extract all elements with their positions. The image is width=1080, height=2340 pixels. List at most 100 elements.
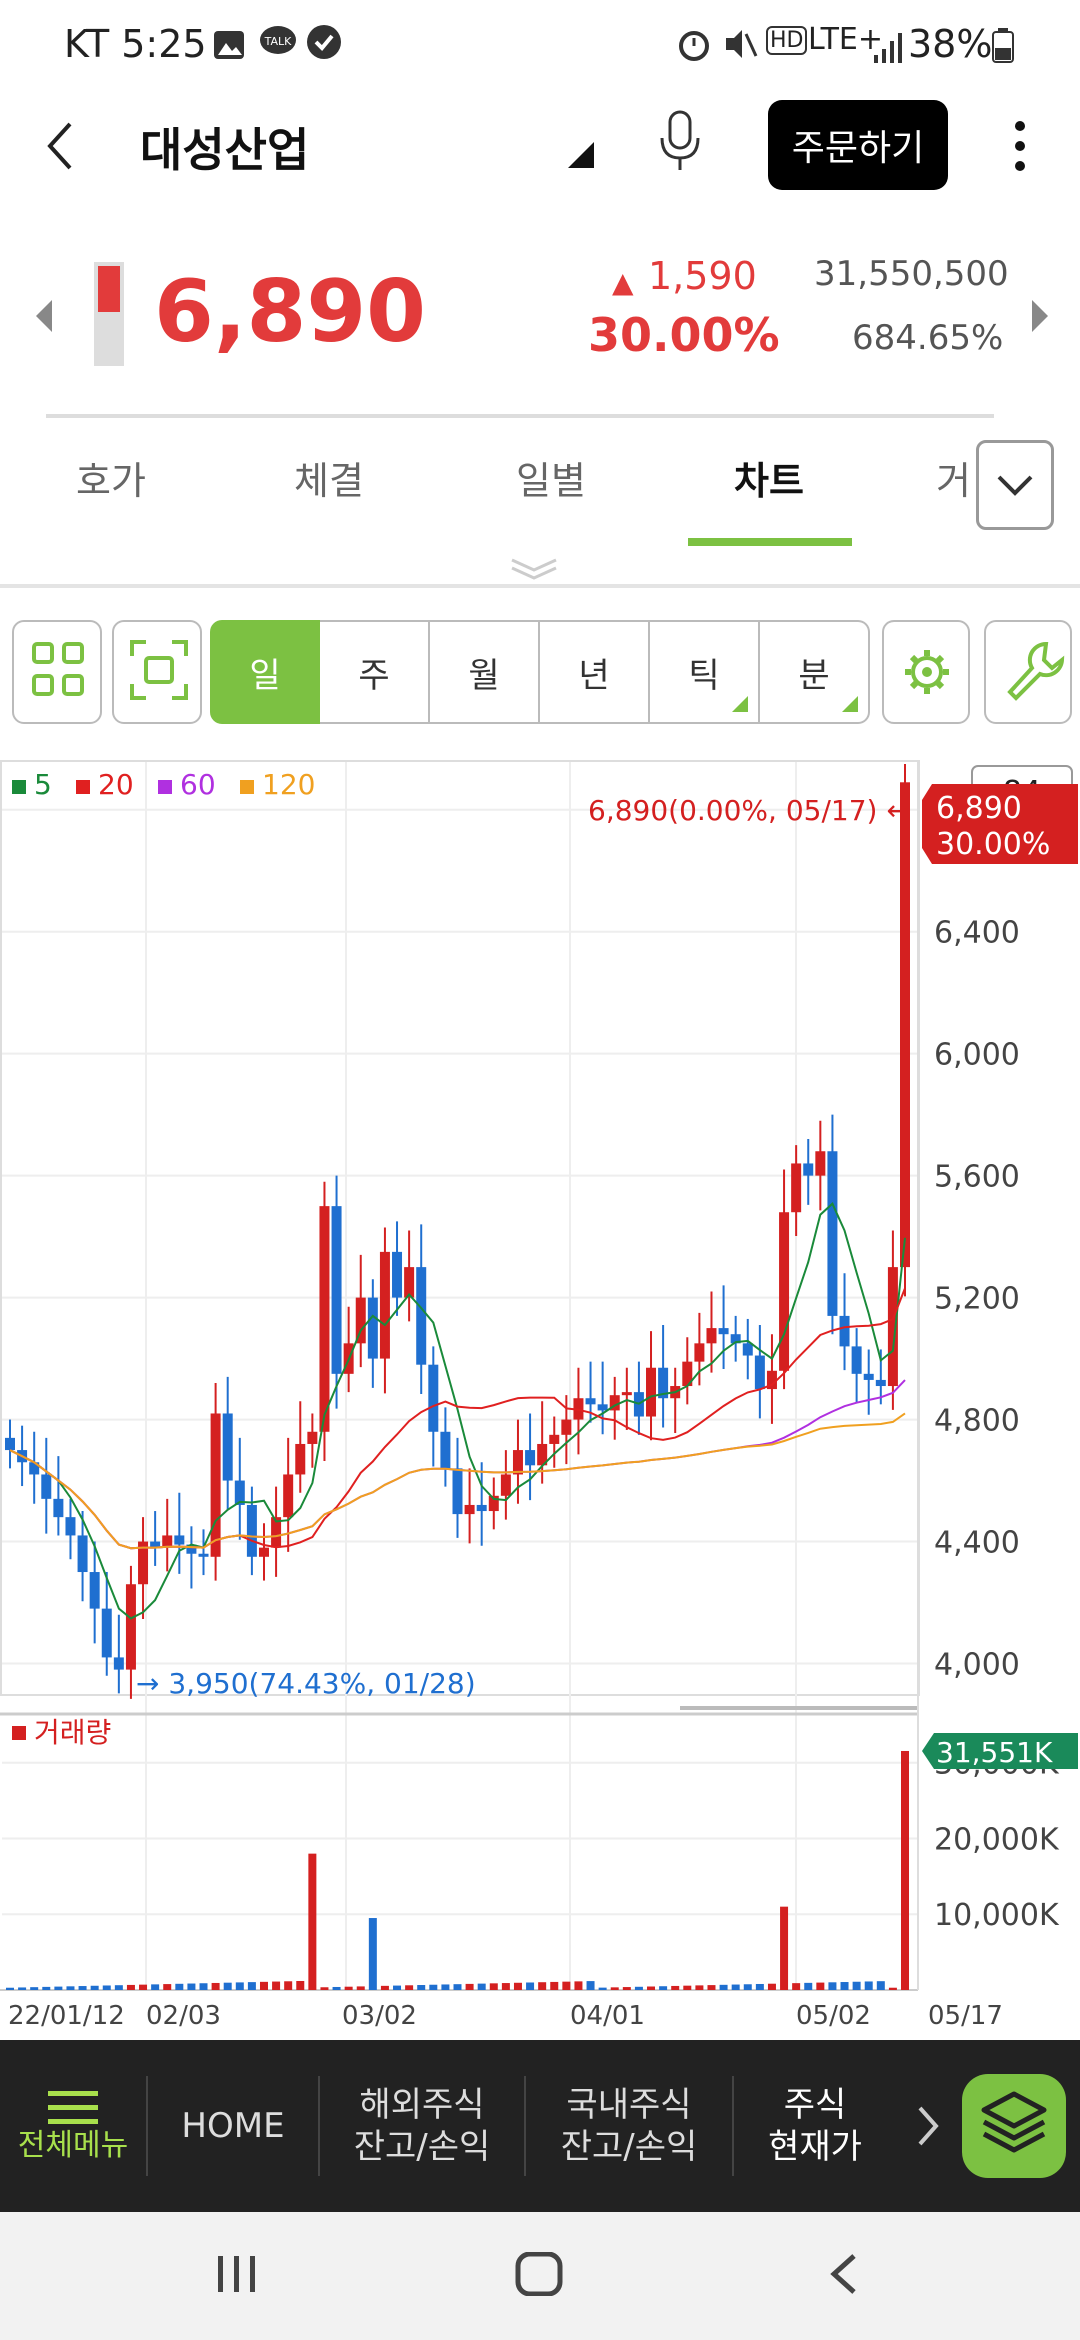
tab-trades[interactable]: 체결	[294, 459, 364, 503]
candle-body	[742, 1343, 753, 1356]
volume-bar	[659, 1986, 668, 1990]
volume-bar	[429, 1984, 438, 1990]
volume-bar	[320, 1987, 329, 1990]
candle-body	[234, 1480, 245, 1505]
nav-scroll-right-icon[interactable]	[916, 2104, 940, 2152]
volume-bar	[526, 1982, 535, 1990]
candle-body	[404, 1267, 415, 1298]
nav-stock-quote[interactable]: 주식 현재가	[768, 2084, 862, 2168]
candle-body	[295, 1443, 306, 1475]
candle-body	[89, 1572, 100, 1609]
current-price: 6,890	[154, 262, 427, 362]
candle-body	[549, 1434, 560, 1444]
period-tick[interactable]: 틱	[650, 620, 760, 724]
period-year[interactable]: 년	[540, 620, 650, 724]
volume-bar	[30, 1987, 39, 1990]
volume-last-badge-label: 31,551K	[936, 1736, 1053, 1769]
tab-chart[interactable]: 차트	[734, 459, 804, 503]
high-annotation: 6,890(0.00%, 05/17) ←	[588, 794, 910, 827]
x-tick-label: 05/02	[796, 2001, 871, 2031]
chart-tools-button[interactable]	[984, 620, 1072, 724]
fullscreen-button[interactable]	[112, 620, 202, 724]
candle-body	[101, 1608, 112, 1658]
last-price-badge-value: 6,890	[936, 791, 1022, 826]
candle-body	[210, 1413, 221, 1557]
tick-submenu-icon	[732, 696, 748, 716]
volume-bar	[368, 1918, 377, 1990]
recent-apps-icon[interactable]	[212, 2252, 262, 2300]
period-minute[interactable]: 분	[760, 620, 870, 724]
carrier-time: KT 5:25	[64, 22, 207, 66]
candle-body	[779, 1212, 790, 1371]
volume-legend-swatch	[12, 1726, 26, 1740]
more-menu-icon[interactable]	[1010, 118, 1030, 178]
low-annotation: → 3,950(74.43%, 01/28)	[136, 1667, 476, 1700]
volume-bar	[126, 1984, 135, 1990]
candle-body	[682, 1361, 693, 1387]
volume-bar	[683, 1985, 692, 1990]
layers-button[interactable]	[962, 2074, 1066, 2178]
grid-menu-button[interactable]	[12, 620, 102, 724]
battery-icon	[992, 28, 1014, 73]
wrench-icon	[1007, 641, 1065, 701]
volume-bar	[272, 1981, 281, 1990]
candle-body	[77, 1535, 88, 1573]
gear-icon	[905, 650, 949, 694]
volume-bar	[550, 1981, 559, 1990]
nav-divider	[732, 2076, 734, 2176]
stock-chart[interactable]: 6,8006,4006,0005,6005,2004,8004,4004,000…	[0, 760, 1080, 2040]
microphone-icon[interactable]	[656, 110, 704, 178]
candle-body	[488, 1495, 499, 1512]
chart-settings-button[interactable]	[882, 620, 970, 724]
prev-stock-icon[interactable]	[34, 298, 54, 338]
chart-canvas: 6,8006,4006,0005,6005,2004,8004,4004,000…	[0, 760, 1078, 2031]
stock-name[interactable]: 대성산업	[140, 123, 310, 177]
period-day[interactable]: 일	[210, 620, 320, 724]
nav-overseas-balance[interactable]: 해외주식 잔고/손익	[353, 2084, 491, 2168]
order-button[interactable]: 주문하기	[768, 100, 948, 190]
candle-body	[646, 1367, 657, 1417]
svg-text:TALK: TALK	[264, 35, 293, 48]
collapse-chevron-icon[interactable]	[508, 556, 560, 584]
nav-all-menu[interactable]: 전체메뉴	[0, 2040, 146, 2212]
volume-bar	[610, 1987, 619, 1990]
candle-body	[355, 1297, 366, 1344]
volume-bar	[513, 1982, 522, 1990]
volume-bar	[634, 1986, 643, 1990]
candle-body	[379, 1251, 390, 1359]
period-week[interactable]: 주	[320, 620, 430, 724]
volume-bar	[199, 1983, 208, 1990]
period-month[interactable]: 월	[430, 620, 540, 724]
tab-orderbook[interactable]: 호가	[76, 459, 146, 503]
nav-domestic-balance[interactable]: 국내주식 잔고/손익	[560, 2084, 698, 2168]
vol-tick-label: 20,000K	[934, 1822, 1060, 1857]
candle-body	[839, 1315, 850, 1347]
volume-bar	[489, 1983, 498, 1990]
volume-bar	[671, 1985, 680, 1990]
tab-expand-button[interactable]	[976, 440, 1054, 530]
home-icon[interactable]	[514, 2251, 564, 2300]
app-header: 대성산업 주문하기	[0, 96, 1080, 246]
tab-more[interactable]: 거	[936, 459, 971, 503]
volume-bar	[901, 1750, 909, 1990]
volume-bar	[647, 1986, 656, 1990]
next-stock-icon[interactable]	[1030, 298, 1050, 338]
legend-swatch	[76, 780, 90, 794]
candle-body	[162, 1535, 173, 1548]
nav-divider	[524, 2076, 526, 2176]
volume-bar	[332, 1986, 341, 1990]
candle-body	[125, 1584, 136, 1670]
volume-bar	[114, 1985, 123, 1990]
nav-home[interactable]: HOME	[181, 2105, 285, 2146]
dropdown-triangle-icon[interactable]	[566, 140, 596, 174]
back-icon[interactable]	[40, 116, 80, 180]
volume-bar	[308, 1853, 317, 1990]
candle-body	[597, 1404, 608, 1411]
ma-line-5	[9, 1202, 906, 1620]
volume-bar	[816, 1982, 825, 1990]
tab-daily[interactable]: 일별	[516, 459, 586, 503]
volume-bar	[284, 1981, 293, 1990]
volume-bar	[538, 1982, 547, 1990]
candle-body	[258, 1547, 269, 1557]
back-nav-icon[interactable]	[824, 2252, 864, 2300]
